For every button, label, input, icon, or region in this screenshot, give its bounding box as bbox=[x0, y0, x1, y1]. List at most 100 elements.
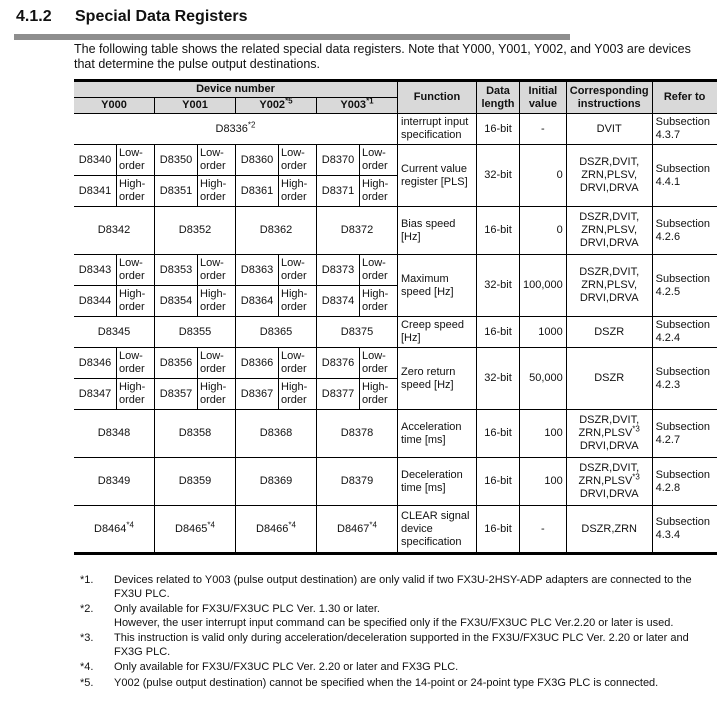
instruction-text: DSZR bbox=[594, 325, 625, 338]
initial-value-cell: 100 bbox=[519, 457, 567, 506]
device-cell: D8371 bbox=[316, 175, 360, 207]
high-order-label: High-order bbox=[116, 378, 155, 410]
initial-value-cell: 0 bbox=[519, 144, 567, 207]
footnote-ref: *4 bbox=[207, 519, 215, 529]
initial-value-cell: 100 bbox=[519, 409, 567, 458]
high-order-label: High-order bbox=[116, 285, 155, 317]
initial-value-cell: 1000 bbox=[519, 316, 567, 348]
high-order-label: High-order bbox=[359, 378, 398, 410]
instruction-line: DRVI,DRVA bbox=[570, 237, 649, 250]
device-cell: D8467*4 bbox=[316, 505, 398, 554]
device-cell: D8363 bbox=[235, 254, 279, 286]
data-length-cell: 32-bit bbox=[476, 347, 520, 410]
device-cell: D8362 bbox=[235, 206, 317, 255]
device-cell: D8345 bbox=[74, 316, 155, 348]
header-y001: Y001 bbox=[154, 97, 236, 114]
initial-value-cell: - bbox=[519, 113, 567, 145]
device-cell: D8357 bbox=[154, 378, 198, 410]
instructions-cell: DSZR,DVIT, ZRN,PLSV*3 DRVI,DRVA bbox=[565, 457, 653, 506]
header-corresponding-instructions: Corresponding instructions bbox=[565, 80, 653, 114]
refer-to-cell: Subsection 4.2.6 bbox=[651, 206, 717, 255]
instruction-text: ZRN,PLSV bbox=[578, 475, 633, 487]
low-order-label: Low-order bbox=[197, 254, 236, 286]
instruction-text: DRVI,DRVA bbox=[579, 292, 639, 304]
instruction-text: DSZR,ZRN bbox=[581, 522, 637, 535]
footnote-body: Y002 (pulse output destination) cannot b… bbox=[114, 677, 658, 691]
instruction-text: DRVI,DRVA bbox=[579, 440, 639, 452]
device-cell: D8343 bbox=[74, 254, 117, 286]
cell-text: D8372 bbox=[340, 224, 374, 236]
high-order-label: High-order bbox=[278, 175, 317, 207]
device-cell: D8351 bbox=[154, 175, 198, 207]
header-initial-value: Initial value bbox=[519, 80, 567, 114]
footnote-ref: *4 bbox=[369, 519, 377, 529]
initial-value-cell: - bbox=[519, 505, 567, 554]
high-order-label: High-order bbox=[278, 378, 317, 410]
footnote-ref: *5 bbox=[285, 96, 293, 106]
table-row-low-order: D8340 Low-order D8350 Low-order D8360 Low-ord… bbox=[74, 144, 717, 207]
footnote-ref: *2 bbox=[247, 119, 256, 129]
device-cell: D8349 bbox=[74, 457, 155, 506]
high-order-label: High-order bbox=[197, 175, 236, 207]
footnote: *3. This instruction is valid only during… bbox=[80, 632, 710, 659]
instructions-cell: DSZR,DVIT, ZRN,PLSV, DRVI,DRVA bbox=[565, 254, 653, 317]
footnote-mark: *5. bbox=[80, 676, 94, 689]
footnote-mark: *1. bbox=[80, 574, 94, 586]
device-cell: D8352 bbox=[154, 206, 236, 255]
instruction-text: DSZR,DVIT, bbox=[579, 462, 640, 474]
low-order-label: Low-order bbox=[197, 144, 236, 176]
instruction-text: DSZR,DVIT, bbox=[579, 414, 640, 426]
device-cell: D8373 bbox=[316, 254, 360, 286]
device-cell: D8361 bbox=[235, 175, 279, 207]
cell-text: D8466 bbox=[256, 522, 289, 535]
instruction-line: ZRN,PLSV, bbox=[570, 279, 649, 292]
cell-text: Y002 bbox=[259, 99, 286, 111]
cell-text: D8467 bbox=[337, 522, 370, 535]
device-cell: D8342 bbox=[74, 206, 155, 255]
low-order-label: Low-order bbox=[197, 347, 236, 379]
low-order-label: Low-order bbox=[278, 254, 317, 286]
instruction-line: DSZR bbox=[570, 372, 649, 385]
device-cell: D8336*2 bbox=[74, 113, 398, 145]
section-heading: 4.1.2 Special Data Registers bbox=[16, 8, 248, 26]
device-cell: D8367 bbox=[235, 378, 279, 410]
refer-to-cell: Subsection 4.4.1 bbox=[651, 144, 717, 207]
footnote-text: Only available for FX3U/FX3UC PLC Ver. 1… bbox=[114, 603, 380, 615]
cell-text: D8379 bbox=[340, 475, 374, 487]
instructions-cell: DSZR,ZRN bbox=[565, 505, 653, 554]
footnote: *1. Devices related to Y003 (pulse output… bbox=[80, 574, 710, 601]
device-cell: D8356 bbox=[154, 347, 198, 379]
cell-text: D8349 bbox=[97, 475, 131, 487]
table-row-high-order: D8347 High-order D8357 High-order D8367 High-… bbox=[74, 378, 717, 410]
section-title: Special Data Registers bbox=[75, 8, 248, 25]
table-row: D8349 D8359 D8369 D8379 Deceleration time [m… bbox=[74, 457, 717, 506]
footnote-ref: *3 bbox=[632, 472, 640, 482]
footnote: *5. Y002 (pulse output destination) canno… bbox=[80, 677, 710, 691]
function-cell: CLEAR signal device specification bbox=[397, 505, 477, 554]
device-cell: D8379 bbox=[316, 457, 398, 506]
function-cell: Zero return speed [Hz] bbox=[397, 347, 477, 410]
data-length-cell: 32-bit bbox=[476, 144, 520, 207]
cell-text: D8362 bbox=[259, 224, 293, 236]
instruction-line: ZRN,PLSV, bbox=[570, 169, 649, 182]
device-cell: D8376 bbox=[316, 347, 360, 379]
footnote-ref: *4 bbox=[126, 519, 134, 529]
footnote-body: Devices related to Y003 (pulse output de… bbox=[114, 574, 710, 601]
instructions-cell: DSZR bbox=[565, 316, 653, 348]
footnote-text: However, the user interrupt input comman… bbox=[114, 616, 674, 629]
device-cell: D8368 bbox=[235, 409, 317, 458]
function-cell: Deceleration time [ms] bbox=[397, 457, 477, 506]
footnote-ref: *4 bbox=[288, 519, 296, 529]
low-order-label: Low-order bbox=[116, 144, 155, 176]
instruction-text: DRVI,DRVA bbox=[579, 182, 639, 194]
data-length-cell: 32-bit bbox=[476, 254, 520, 317]
data-length-cell: 16-bit bbox=[476, 316, 520, 348]
data-length-cell: 16-bit bbox=[476, 113, 520, 145]
header-y003: Y003*1 bbox=[316, 97, 398, 114]
refer-to-cell: Subsection 4.2.8 bbox=[651, 457, 717, 506]
header-device-number: Device number bbox=[74, 80, 398, 98]
data-length-cell: 16-bit bbox=[476, 206, 520, 255]
footnote: *2. Only available for FX3U/FX3UC PLC Ver… bbox=[80, 603, 710, 630]
header-function: Function bbox=[397, 80, 477, 114]
device-cell: D8366 bbox=[235, 347, 279, 379]
